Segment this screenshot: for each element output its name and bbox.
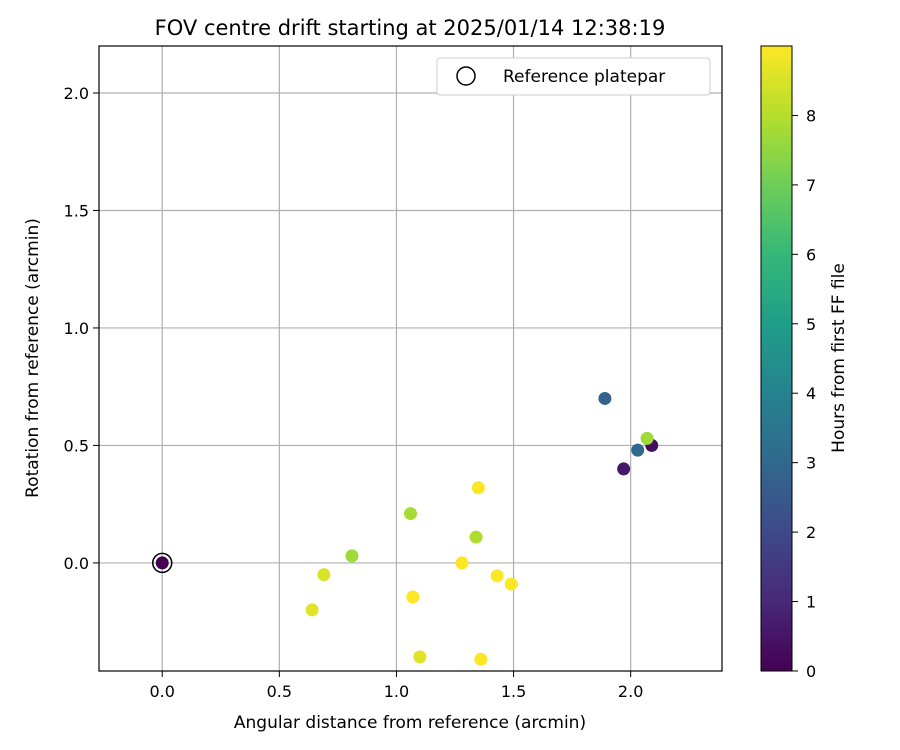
data-point	[155, 556, 169, 570]
data-point	[406, 590, 420, 604]
y-tick-label: 1.0	[64, 319, 89, 338]
colorbar-tick-label: 3	[806, 454, 816, 473]
colorbar-tick-label: 0	[806, 662, 816, 681]
data-point	[471, 481, 485, 495]
y-axis-ticks: 0.0 0.5 1.0 1.5 2.0	[64, 84, 99, 573]
colorbar-tick-label: 7	[806, 176, 816, 195]
plot-frame	[98, 45, 723, 672]
data-point	[413, 650, 427, 664]
x-tick-label: 0.5	[267, 682, 292, 701]
data-points	[151, 391, 659, 666]
data-point	[305, 603, 319, 617]
x-axis-label: Angular distance from reference (arcmin)	[234, 713, 586, 733]
colorbar-tick-label: 5	[806, 315, 816, 334]
y-axis-label: Rotation from reference (arcmin)	[23, 218, 43, 498]
y-tick-label: 0.0	[64, 554, 89, 573]
data-point	[404, 507, 417, 521]
legend-reference-marker	[456, 66, 476, 86]
data-point	[474, 652, 488, 666]
x-tick-label: 2.0	[618, 682, 643, 701]
colorbar-label: Hours from first FF file	[829, 263, 849, 453]
legend-label: Reference platepar	[503, 67, 665, 87]
colorbar-tick-label: 1	[806, 593, 816, 612]
colorbar-gradient	[760, 45, 793, 672]
y-tick-label: 2.0	[64, 84, 89, 103]
data-point	[490, 569, 504, 583]
data-point	[345, 549, 359, 563]
data-point	[631, 443, 645, 457]
reference-marker	[151, 552, 173, 574]
data-point	[617, 462, 631, 476]
x-tick-label: 1.0	[384, 682, 409, 701]
colorbar: 0 1 2 3 4 5 6 7 8 Hours from first FF file	[760, 45, 849, 681]
data-point	[598, 391, 612, 405]
x-tick-label: 0.0	[150, 682, 175, 701]
colorbar-tick-label: 4	[806, 384, 816, 403]
colorbar-tick-label: 6	[806, 245, 816, 264]
colorbar-ticks: 0 1 2 3 4 5 6 7 8	[792, 106, 816, 681]
data-point	[640, 431, 654, 445]
data-point	[317, 568, 331, 582]
x-axis-ticks: 0.0 0.5 1.0 1.5 2.0	[150, 671, 643, 701]
data-point	[455, 556, 469, 570]
y-tick-label: 0.5	[64, 436, 89, 455]
grid-lines	[99, 46, 722, 671]
chart-title: FOV centre drift starting at 2025/01/14 …	[155, 16, 666, 40]
y-tick-label: 1.5	[64, 201, 89, 220]
colorbar-tick-label: 2	[806, 523, 816, 542]
legend-box	[436, 57, 711, 96]
colorbar-tick-label: 8	[806, 106, 816, 125]
data-point	[469, 530, 483, 544]
data-point	[504, 577, 518, 591]
legend: Reference platepar	[436, 57, 711, 96]
x-tick-label: 1.5	[501, 682, 526, 701]
